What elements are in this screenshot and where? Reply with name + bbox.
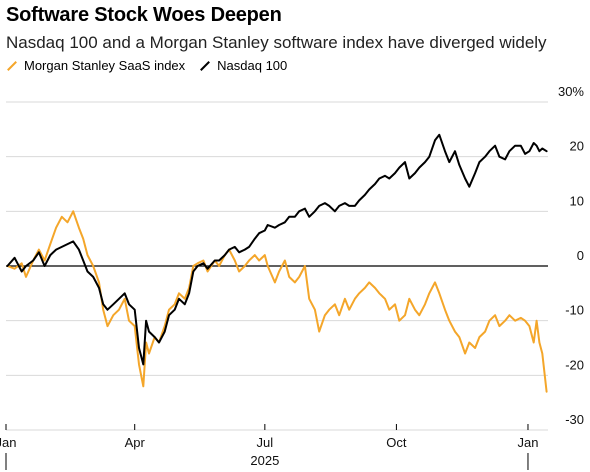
legend: Morgan Stanley SaaS index Nasdaq 100 bbox=[6, 58, 287, 73]
grid-lines bbox=[6, 101, 548, 431]
x-year-label: 2025 bbox=[250, 453, 279, 468]
y-tick-label: 10 bbox=[570, 193, 584, 208]
x-tick-label: Jan bbox=[517, 435, 538, 450]
series-line-saas bbox=[6, 210, 548, 393]
legend-item-saas: Morgan Stanley SaaS index bbox=[6, 58, 185, 73]
y-tick-label: 0 bbox=[577, 248, 584, 263]
chart-subtitle: Nasdaq 100 and a Morgan Stanley software… bbox=[6, 33, 547, 52]
x-tick-label: Apr bbox=[125, 435, 146, 450]
y-tick-label: 20 bbox=[570, 139, 584, 154]
legend-label-saas: Morgan Stanley SaaS index bbox=[24, 58, 186, 73]
legend-item-nasdaq: Nasdaq 100 bbox=[199, 58, 287, 73]
y-tick-label: 30% bbox=[558, 84, 584, 99]
series-line-nasdaq bbox=[6, 133, 548, 366]
chart-title: Software Stock Woes Deepen bbox=[6, 4, 282, 26]
y-axis-tick-labels: 30% 20 10 0 -10 -20 -30 bbox=[558, 84, 584, 427]
x-tick-label: Jan bbox=[0, 435, 16, 450]
y-tick-label: -10 bbox=[565, 303, 584, 318]
x-axis: Jan Apr Jul Oct Jan 2025 bbox=[0, 424, 538, 470]
x-tick-label: Jul bbox=[257, 435, 274, 450]
series-lines bbox=[6, 133, 548, 393]
x-tick-label: Oct bbox=[386, 435, 407, 450]
y-tick-label: -30 bbox=[565, 412, 584, 427]
legend-label-nasdaq: Nasdaq 100 bbox=[217, 58, 288, 73]
y-tick-label: -20 bbox=[565, 357, 584, 372]
